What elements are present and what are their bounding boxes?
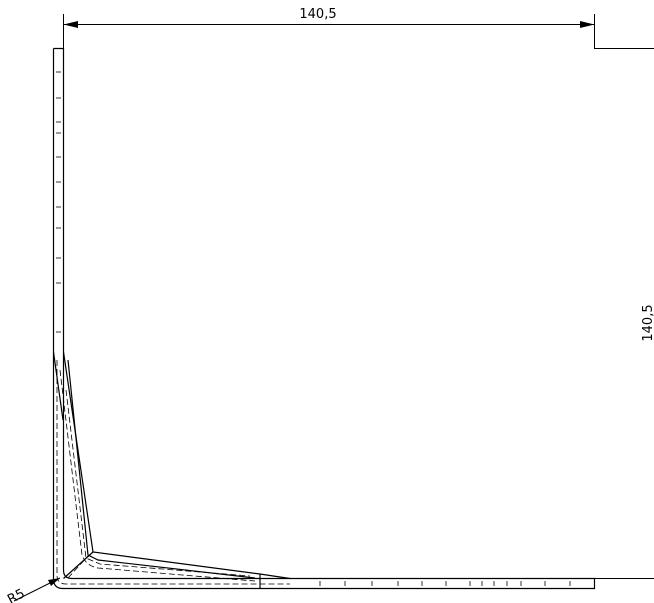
- height-dimension-label: 140,5: [641, 304, 654, 341]
- outer-contour: [52, 47, 596, 590]
- radius-callout: [13, 577, 61, 602]
- height-dimension: [594, 48, 654, 579]
- width-arrow-left: [63, 21, 78, 28]
- inner-contour: [62, 352, 290, 580]
- width-arrow-right: [580, 21, 595, 28]
- left-leg-ticks: [56, 71, 61, 333]
- part-outline: [52, 47, 596, 590]
- width-dimension: [63, 14, 595, 48]
- hidden-line-outer: [56, 360, 290, 585]
- radius-label: R5: [5, 586, 27, 603]
- bottom-leg-ticks: [319, 581, 571, 586]
- gusset-inner-edge: [67, 359, 256, 579]
- radius-leader-arrow: [48, 578, 60, 586]
- gusset-diagonal: [63, 551, 94, 579]
- hidden-line-gusset-1: [59, 369, 256, 582]
- hidden-lines: [56, 360, 290, 585]
- hidden-line-gusset-2: [65, 389, 251, 577]
- gusset-outer-edge: [62, 351, 291, 580]
- gusset-left-edge: [52, 351, 64, 421]
- hidden-line-corner: [67, 555, 89, 579]
- width-dimension-label: 140,5: [299, 7, 336, 22]
